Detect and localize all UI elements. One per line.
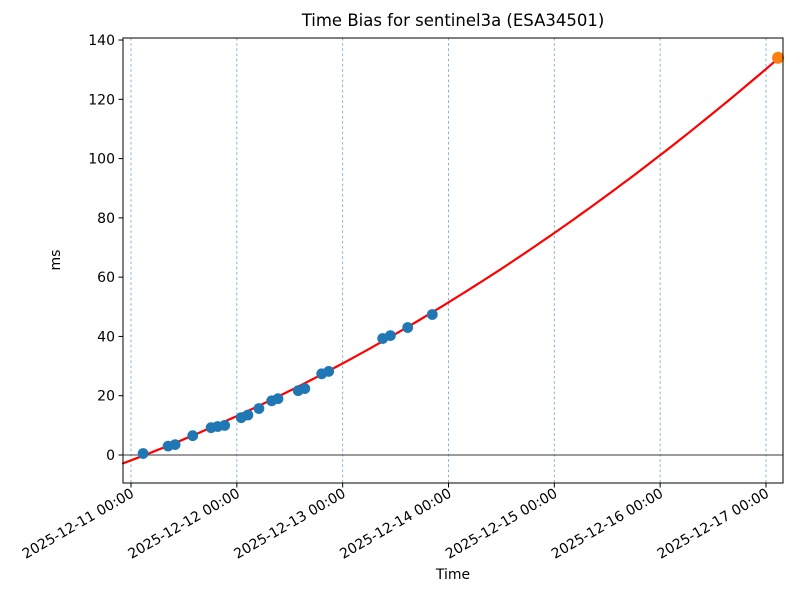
gridlines xyxy=(130,38,767,483)
y-tick-label: 40 xyxy=(97,329,115,345)
plot-area-border xyxy=(122,37,784,484)
y-tick-label: 60 xyxy=(97,270,115,286)
y-tick-label: 0 xyxy=(106,448,115,464)
observed-bias-point xyxy=(169,439,181,450)
y-tick-labels: 0 20 40 60 80 100 120 140 xyxy=(88,33,115,464)
y-tick-label: 80 xyxy=(97,211,115,227)
chart-title: Time Bias for sentinel3a (ESA34501) xyxy=(301,11,605,30)
x-tick-label: 2025-12-14 00:00 xyxy=(337,486,454,563)
observed-bias-point xyxy=(187,430,199,442)
observed-bias-point xyxy=(137,448,149,459)
x-tick-label: 2025-12-12 00:00 xyxy=(126,486,243,563)
x-tick-label: 2025-12-17 00:00 xyxy=(655,486,772,563)
axis-tick-marks xyxy=(118,39,767,488)
x-axis-label: Time xyxy=(435,567,470,583)
predicted-bias-point xyxy=(772,51,785,64)
y-tick-label: 100 xyxy=(88,152,115,168)
observed-bias-point xyxy=(272,393,284,405)
observed-bias-point xyxy=(299,383,311,394)
fit-curve-line xyxy=(121,57,780,465)
fit-curve xyxy=(121,57,780,465)
observed-bias-point xyxy=(385,330,396,341)
x-tick-label: 2025-12-13 00:00 xyxy=(231,486,348,563)
y-tick-label: 140 xyxy=(88,33,115,49)
x-tick-label: 2025-12-16 00:00 xyxy=(549,486,666,563)
scatter-points xyxy=(137,51,785,459)
x-tick-label: 2025-12-15 00:00 xyxy=(443,486,560,563)
observed-bias-point xyxy=(402,322,414,333)
y-tick-label: 20 xyxy=(97,389,115,405)
observed-bias-point xyxy=(323,366,335,377)
observed-bias-point xyxy=(242,409,254,421)
x-tick-label: 2025-12-11 00:00 xyxy=(20,486,137,563)
observed-bias-point xyxy=(219,420,231,431)
observed-bias-point xyxy=(253,403,265,414)
observed-bias-point xyxy=(426,309,438,320)
y-axis-label: ms xyxy=(48,250,64,271)
y-tick-label: 120 xyxy=(88,92,115,108)
